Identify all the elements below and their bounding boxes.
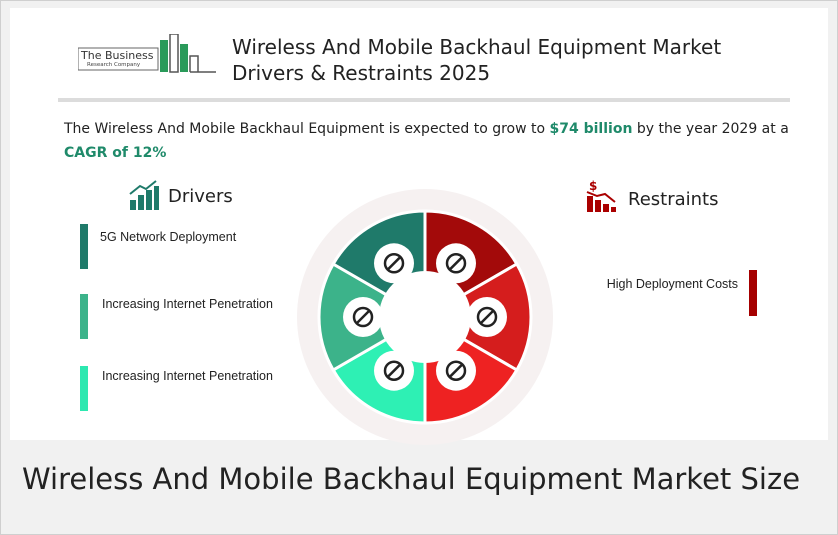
svg-text:$: $ <box>589 180 597 193</box>
icon-symbol <box>383 360 405 381</box>
summary-text: The Wireless And Mobile Backhaul Equipme… <box>64 121 550 137</box>
icon-symbol <box>449 256 463 271</box>
icon-symbol <box>387 256 401 271</box>
icon-symbol <box>480 310 494 324</box>
donut-graphic <box>297 189 553 445</box>
restraint-bar <box>749 270 757 316</box>
restraint-item: High Deployment Costs <box>606 277 738 291</box>
summary: The Wireless And Mobile Backhaul Equipme… <box>64 117 794 165</box>
driver-bar <box>80 294 88 339</box>
divider <box>58 98 790 102</box>
driver-item: 5G Network Deployment <box>100 230 237 244</box>
donut-hole <box>379 271 471 363</box>
title-line: Wireless And Mobile Backhaul Equipment M… <box>232 35 722 59</box>
restraints-heading: Restraints <box>628 189 719 210</box>
logo-subtext: Research Company <box>87 62 141 68</box>
icon-symbol <box>383 253 405 274</box>
driver-item: Increasing Internet Penetration <box>102 297 273 311</box>
icon-symbol <box>352 306 374 328</box>
icon-symbol <box>445 360 467 381</box>
icon-symbol <box>449 363 463 378</box>
title-line: Drivers & Restraints 2025 <box>232 61 491 85</box>
highlight-cagr: CAGR of 12% <box>64 145 167 161</box>
icon-symbol <box>356 310 370 324</box>
logo-graphic <box>78 34 216 73</box>
icon-symbol <box>445 253 467 274</box>
section-heading: Wireless And Mobile Backhaul Equipment M… <box>22 462 801 496</box>
logo-text: The Business <box>81 49 154 62</box>
restraints-icon: $ <box>586 180 616 212</box>
drivers-heading: Drivers <box>168 186 233 207</box>
summary-text: by the year 2029 at a <box>632 121 789 137</box>
driver-bar <box>80 366 88 411</box>
icon-symbol <box>387 363 401 378</box>
highlight-value: $74 billion <box>549 121 633 137</box>
driver-item: Increasing Internet Penetration <box>102 369 273 383</box>
drivers-icon <box>129 180 159 210</box>
icon-symbol <box>476 306 498 328</box>
driver-bar <box>80 224 88 269</box>
